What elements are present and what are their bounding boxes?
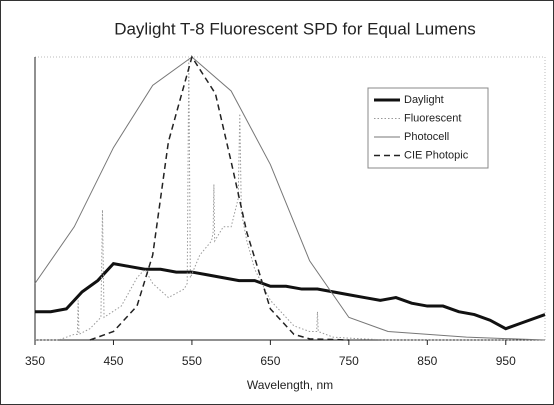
series-line xyxy=(35,59,545,341)
x-axis-label: Wavelength, nm xyxy=(247,378,333,392)
x-tick-label: 850 xyxy=(417,354,437,368)
series-layer xyxy=(34,55,546,341)
chart-title: Daylight T-8 Fluorescent SPD for Equal L… xyxy=(114,19,476,38)
x-tick-label: 750 xyxy=(339,354,359,368)
series-line xyxy=(89,55,349,341)
legend-label: Fluorescent xyxy=(404,112,461,124)
x-tick-label: 450 xyxy=(103,354,123,368)
x-tick-label: 650 xyxy=(260,354,280,368)
legend-label: CIE Photopic xyxy=(404,149,469,161)
x-tick-label: 350 xyxy=(25,354,45,368)
x-tick-label: 550 xyxy=(182,354,202,368)
legend-label: Daylight xyxy=(404,94,444,106)
x-tick-label: 950 xyxy=(496,354,516,368)
series-line xyxy=(34,56,546,341)
legend-label: Photocell xyxy=(404,131,449,143)
